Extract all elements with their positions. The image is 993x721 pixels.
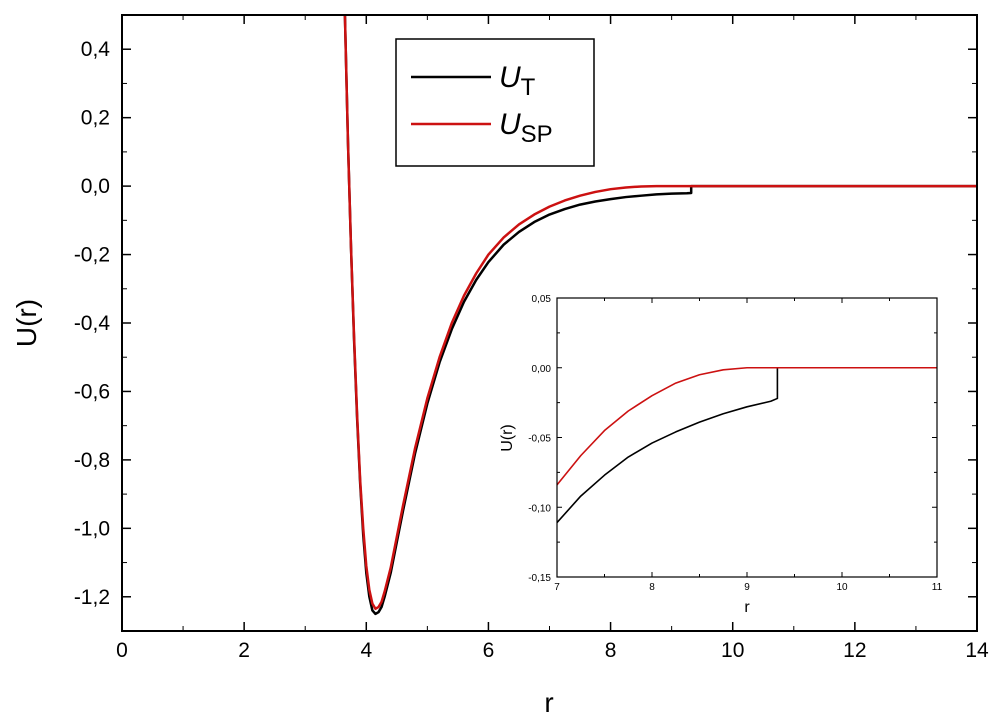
inset-y-tick-label: -0,10 bbox=[528, 503, 551, 514]
main-x-axis-label: r bbox=[544, 687, 553, 718]
main-axis-ticks: 0 2 4 6 8 10 12 14 0,4 0,2 0,0 -0,2 -0,4 -0,6 -0,8 -1,0… bbox=[74, 15, 989, 662]
inset-chart: 7 8 9 10 11 0,05 0,00 -0,05 -0,10 -0,15 r U(r) bbox=[499, 294, 943, 616]
main-x-tick-label: 14 bbox=[965, 639, 989, 662]
main-y-tick-label: 0,2 bbox=[81, 107, 110, 130]
inset-background bbox=[557, 298, 937, 577]
inset-x-tick-label: 9 bbox=[744, 582, 750, 593]
inset-y-tick-label: -0,15 bbox=[528, 573, 551, 584]
main-y-tick-label: 0,4 bbox=[81, 38, 111, 61]
main-y-tick-label: 0,0 bbox=[81, 175, 110, 198]
inset-y-tick-label: -0,05 bbox=[528, 434, 551, 445]
inset-y-tick-label: 0,05 bbox=[532, 294, 552, 305]
legend-label-ut: UT bbox=[499, 61, 536, 101]
legend-box bbox=[395, 38, 595, 167]
main-y-axis-label: U(r) bbox=[11, 299, 42, 347]
inset-x-tick-label: 10 bbox=[836, 582, 848, 593]
inset-x-tick-label: 11 bbox=[932, 582, 943, 593]
inset-x-tick-label: 7 bbox=[554, 582, 560, 593]
main-y-tick-label: -0,2 bbox=[74, 244, 110, 267]
main-x-tick-label: 8 bbox=[605, 639, 617, 662]
main-y-tick-label: -1,0 bbox=[74, 517, 110, 540]
main-y-tick-label: -1,2 bbox=[74, 586, 110, 609]
inset-series-group bbox=[557, 366, 937, 524]
main-series-u-sp bbox=[343, 15, 977, 611]
inset-x-axis-label: r bbox=[744, 599, 750, 616]
inset-y-tick-label: 0,00 bbox=[532, 364, 552, 375]
main-x-tick-label: 10 bbox=[721, 639, 744, 662]
main-y-tick-label: -0,4 bbox=[74, 312, 111, 335]
inset-series-u-sp bbox=[557, 366, 937, 486]
main-chart: 0 2 4 6 8 10 12 14 0,4 0,2 0,0 -0,2 -0,4 -0,6 -0,8 -1,0… bbox=[11, 14, 989, 718]
legend: UT USP bbox=[395, 38, 595, 167]
legend-subscript-usp: SP bbox=[521, 121, 553, 148]
main-plot-frame bbox=[121, 14, 978, 632]
main-series-group bbox=[343, 15, 977, 616]
main-y-tick-label: -0,6 bbox=[74, 380, 110, 403]
main-x-tick-label: 6 bbox=[483, 639, 495, 662]
main-x-tick-label: 4 bbox=[360, 639, 372, 662]
main-x-tick-label: 0 bbox=[116, 639, 128, 662]
legend-label-usp: USP bbox=[499, 108, 553, 148]
legend-symbol-ut: U bbox=[499, 61, 521, 94]
legend-symbol-usp: U bbox=[499, 108, 521, 141]
inset-x-tick-label: 8 bbox=[649, 582, 655, 593]
main-x-tick-label: 12 bbox=[843, 639, 866, 662]
main-x-tick-label: 2 bbox=[238, 639, 250, 662]
main-y-tick-label: -0,8 bbox=[74, 449, 110, 472]
legend-subscript-ut: T bbox=[521, 74, 536, 101]
inset-y-axis-label: U(r) bbox=[499, 424, 516, 452]
inset-plot-frame bbox=[556, 297, 938, 578]
